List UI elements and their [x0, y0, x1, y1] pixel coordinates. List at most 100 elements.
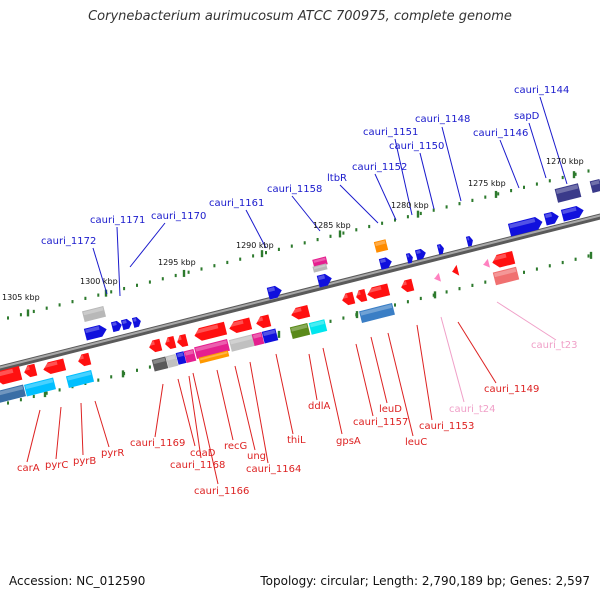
leader-line — [370, 336, 388, 404]
gene-label-cauri-1146[interactable]: cauri_1146 — [473, 128, 528, 139]
gene-arrow[interactable] — [164, 335, 177, 350]
gene-arrow[interactable] — [228, 317, 253, 334]
gene-label-ddlA[interactable]: ddlA — [308, 401, 330, 412]
leader-line — [177, 378, 196, 447]
gene-label-cauri-1170[interactable]: cauri_1170 — [151, 211, 206, 222]
gene-label-cauri-1151[interactable]: cauri_1151 — [363, 127, 418, 138]
gene-box[interactable] — [65, 369, 95, 389]
gene-label-cauri-1148[interactable]: cauri_1148 — [415, 114, 470, 125]
gene-arrow[interactable] — [120, 318, 133, 331]
gene-box[interactable] — [589, 178, 600, 194]
gene-box[interactable] — [261, 328, 279, 344]
gene-label-cauri-1158[interactable]: cauri_1158 — [267, 184, 322, 195]
gene-label-cauri-1144[interactable]: cauri_1144 — [514, 85, 569, 96]
scale-tick — [58, 303, 61, 307]
gene-box[interactable] — [81, 305, 107, 323]
gene-arrow[interactable] — [543, 210, 561, 226]
scale-major-tick — [572, 171, 576, 179]
gene-label-thiL[interactable]: thiL — [287, 435, 306, 446]
gene-arrow[interactable] — [414, 248, 427, 261]
gene-arrow[interactable] — [341, 291, 356, 307]
gene-label-cauri-1161[interactable]: cauri_1161 — [209, 198, 264, 209]
gene-arrow[interactable] — [507, 216, 544, 237]
gene-box[interactable] — [554, 183, 582, 203]
gene-box[interactable] — [308, 319, 328, 335]
scale-major-tick — [589, 251, 593, 259]
gene-box[interactable] — [251, 331, 265, 347]
gene-label-cauri-1164[interactable]: cauri_1164 — [246, 464, 301, 475]
gene-label-ltbR[interactable]: ltbR — [327, 173, 347, 184]
scale-tick — [265, 251, 267, 255]
gene-label-leuC[interactable]: leuC — [405, 437, 427, 448]
gene-label-cauri-1168[interactable]: cauri_1168 — [170, 460, 225, 471]
gene-arrow[interactable] — [465, 235, 474, 247]
gene-label-cauri-1169[interactable]: cauri_1169 — [130, 438, 185, 449]
gene-label-pyrB[interactable]: pyrB — [73, 456, 96, 467]
trna-arrow[interactable] — [433, 272, 442, 283]
gene-arrow[interactable] — [378, 256, 393, 270]
scale-tick — [432, 208, 435, 212]
gene-arrow[interactable] — [0, 366, 23, 386]
gene-arrow[interactable] — [451, 264, 460, 277]
scale-tick — [226, 260, 229, 265]
gene-box[interactable] — [165, 353, 179, 369]
gene-label-cauri-t24[interactable]: cauri_t24 — [449, 404, 496, 415]
gene-arrow[interactable] — [405, 252, 414, 264]
gene-arrow[interactable] — [23, 363, 38, 379]
gene-arrow[interactable] — [266, 284, 284, 300]
gene-arrow[interactable] — [491, 250, 516, 269]
gene-box[interactable] — [373, 239, 389, 253]
gene-arrow[interactable] — [400, 278, 415, 294]
gene-box[interactable] — [312, 263, 328, 273]
trna-arrow[interactable] — [482, 258, 491, 269]
gene-box[interactable] — [175, 351, 187, 365]
gene-arrow[interactable] — [193, 321, 228, 342]
gene-label-cauri-t23[interactable]: cauri_t23 — [531, 340, 578, 351]
gene-arrow[interactable] — [110, 320, 123, 333]
gene-label-leuD[interactable]: leuD — [379, 404, 402, 415]
gene-box[interactable] — [183, 348, 197, 364]
gene-label-pyrC[interactable]: pyrC — [45, 460, 68, 471]
gene-label-cauri-1166[interactable]: cauri_1166 — [194, 486, 249, 497]
gene-box[interactable] — [289, 322, 311, 340]
gene-box[interactable] — [194, 339, 230, 359]
gene-label-cauri-1153[interactable]: cauri_1153 — [419, 421, 474, 432]
gene-arrow[interactable] — [148, 338, 163, 354]
scale-label: 1300 kbp — [80, 277, 118, 286]
gene-arrow[interactable] — [77, 352, 92, 368]
gene-arrow[interactable] — [366, 283, 391, 300]
gene-arrow[interactable] — [290, 304, 311, 321]
gene-arrow[interactable] — [355, 288, 368, 303]
gene-arrow[interactable] — [560, 204, 585, 222]
gene-arrow[interactable] — [83, 323, 108, 341]
gene-label-coaD[interactable]: coaD — [190, 448, 216, 459]
gene-arrow[interactable] — [42, 358, 67, 375]
gene-box[interactable] — [359, 303, 395, 323]
gene-label-pyrR[interactable]: pyrR — [101, 448, 124, 459]
gene-box[interactable] — [228, 334, 256, 352]
gene-label-sapD[interactable]: sapD — [514, 111, 540, 122]
gene-box[interactable] — [198, 350, 230, 364]
gene-label-ung[interactable]: ung — [247, 451, 266, 462]
gene-label-cauri-1157[interactable]: cauri_1157 — [353, 417, 408, 428]
gene-label-cauri-1152[interactable]: cauri_1152 — [352, 162, 407, 173]
scale-tick — [148, 280, 151, 284]
gene-label-cauri-1172[interactable]: cauri_1172 — [41, 236, 96, 247]
scale-tick — [535, 182, 538, 186]
gene-label-recG[interactable]: recG — [224, 441, 247, 452]
gene-label-cauri-1150[interactable]: cauri_1150 — [389, 141, 444, 152]
gene-box[interactable] — [492, 266, 520, 286]
gene-arrow[interactable] — [176, 333, 189, 348]
gene-arrow[interactable] — [255, 314, 272, 329]
gene-arrow[interactable] — [316, 272, 334, 288]
gene-label-gpsA[interactable]: gpsA — [336, 436, 361, 447]
gene-box[interactable] — [0, 384, 27, 404]
gene-box[interactable] — [151, 356, 169, 372]
gene-arrow[interactable] — [436, 243, 445, 255]
gene-label-cauri-1171[interactable]: cauri_1171 — [90, 215, 145, 226]
gene-box[interactable] — [23, 377, 57, 397]
gene-label-carA[interactable]: carA — [17, 463, 40, 474]
gene-arrow[interactable] — [131, 316, 142, 328]
gene-label-cauri-1149[interactable]: cauri_1149 — [484, 384, 539, 395]
